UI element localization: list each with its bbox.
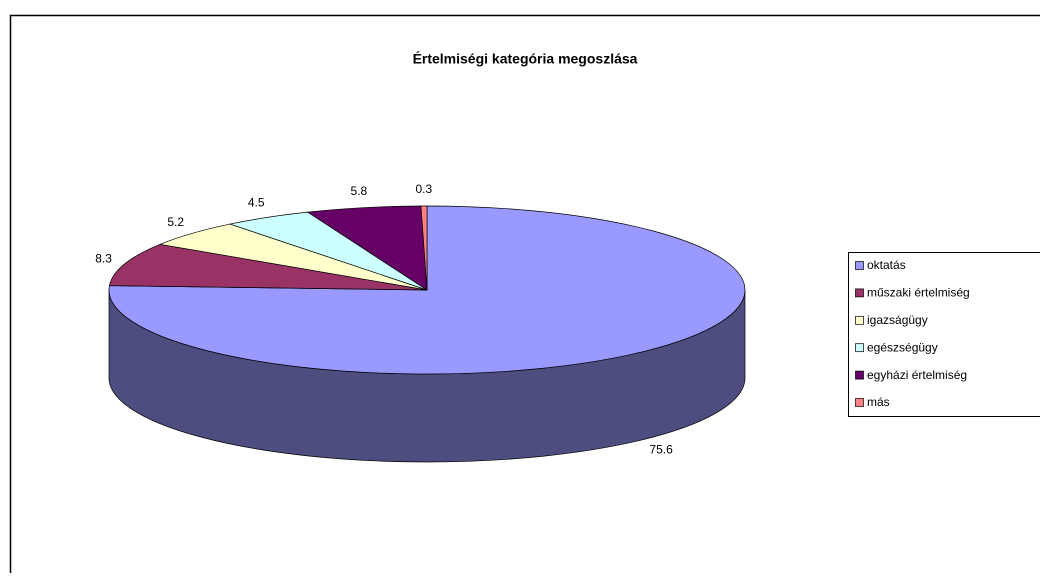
legend-swatch (856, 344, 864, 352)
legend-label: egészségügy (867, 340, 938, 354)
legend-label: oktatás (867, 258, 906, 272)
legend (849, 253, 1040, 417)
data-label: 8.3 (95, 251, 112, 265)
legend-swatch (856, 289, 864, 297)
legend-swatch (856, 371, 864, 379)
legend-label: más (867, 395, 890, 409)
legend-swatch (856, 399, 864, 407)
legend-label: műszaki értelmiség (867, 286, 970, 300)
legend-swatch (856, 316, 864, 324)
data-label: 4.5 (248, 196, 265, 210)
legend-swatch (856, 262, 864, 270)
data-label: 75.6 (649, 443, 673, 457)
data-label: 5.2 (167, 215, 184, 229)
data-label: 5.8 (351, 184, 368, 198)
chart-title: Értelmiségi kategória megoszlása (413, 51, 638, 67)
legend-label: igazságügy (867, 313, 928, 327)
legend-label: egyházi értelmiség (867, 368, 967, 382)
data-label: 0.3 (415, 182, 432, 196)
